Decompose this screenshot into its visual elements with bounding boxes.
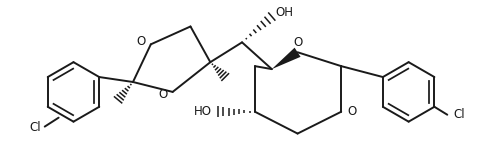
Text: O: O bbox=[158, 88, 167, 101]
Text: Cl: Cl bbox=[29, 121, 41, 134]
Text: O: O bbox=[136, 35, 146, 48]
Text: O: O bbox=[347, 105, 357, 118]
Text: Cl: Cl bbox=[453, 108, 465, 121]
Text: OH: OH bbox=[276, 6, 294, 19]
Text: O: O bbox=[293, 36, 302, 49]
Text: HO: HO bbox=[194, 105, 211, 118]
Polygon shape bbox=[272, 48, 300, 69]
